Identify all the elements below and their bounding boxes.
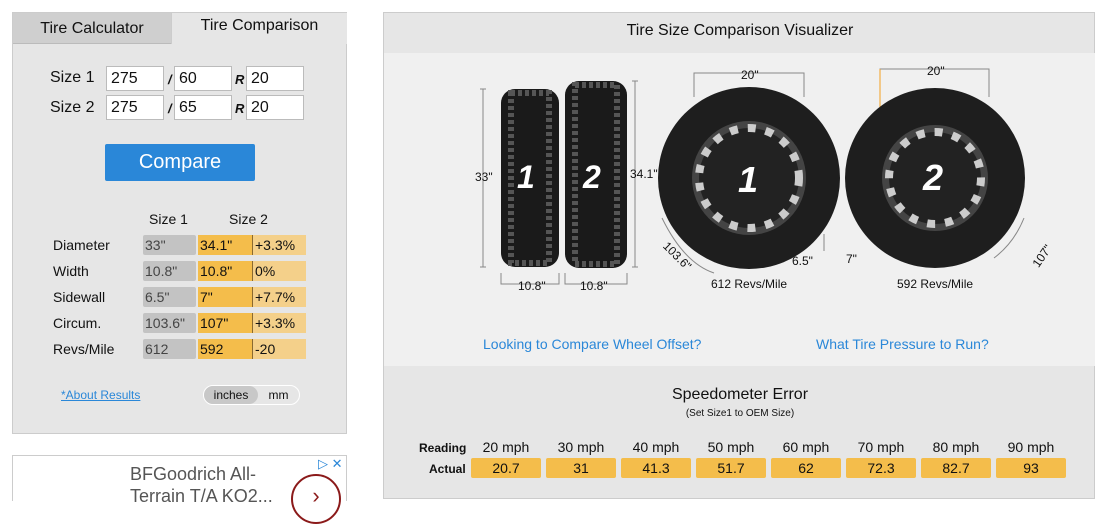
size2-aspect-input[interactable]: 65 <box>174 95 232 120</box>
rim2: 20" <box>927 64 945 78</box>
width2: 10.8" <box>580 279 608 293</box>
reading-value: 50 mph <box>707 439 755 455</box>
tab-tire-calculator[interactable]: Tire Calculator <box>13 13 171 44</box>
reading-value: 60 mph <box>782 439 830 455</box>
advertisement[interactable]: BFGoodrich All- Terrain T/A KO2... ▷ ✕ › <box>12 455 347 524</box>
col-size2: Size 2 <box>229 211 268 227</box>
tread-tire-2 <box>565 81 627 268</box>
size2-width-input[interactable]: 275 <box>106 95 164 120</box>
unit-inches[interactable]: inches <box>204 386 258 404</box>
visualizer-area: 1 2 1 2 33" 34.1" 10.8" 10.8" 20" 20" 6.… <box>384 53 1095 366</box>
ad-choices-icon[interactable]: ▷ ✕ <box>318 456 343 471</box>
about-results-link[interactable]: *About Results <box>61 388 141 402</box>
ad-text: Terrain T/A KO2... <box>130 486 273 506</box>
row-label: Circum. <box>53 315 102 331</box>
actual-value: 93 <box>996 458 1066 478</box>
wheel-2 <box>845 88 1025 268</box>
ad-text: BFGoodrich All- <box>130 464 257 484</box>
actual-value: 82.7 <box>921 458 991 478</box>
actual-value: 62 <box>771 458 841 478</box>
diff-value: +7.7% <box>252 287 306 307</box>
reading-value: 20 mph <box>482 439 530 455</box>
diff-value: +3.3% <box>252 313 306 333</box>
sidewall2: 7" <box>846 252 857 266</box>
chevron-right-icon[interactable]: › <box>291 474 341 524</box>
slash: / <box>168 101 172 116</box>
row-label: Revs/Mile <box>53 341 115 357</box>
size1-value: 6.5" <box>143 287 196 307</box>
size2-value: 7" <box>198 287 252 307</box>
size1-rim-input[interactable]: 20 <box>246 66 304 91</box>
size1-label: Size 1 <box>50 69 95 86</box>
tab-tire-comparison[interactable]: Tire Comparison <box>171 13 347 44</box>
height2: 34.1" <box>630 167 658 181</box>
tire1-number: 1 <box>517 159 535 195</box>
reading-value: 70 mph <box>857 439 905 455</box>
actual-value: 41.3 <box>621 458 691 478</box>
tread-tire-1 <box>501 89 559 267</box>
size1-aspect-input[interactable]: 60 <box>174 66 232 91</box>
diff-value: +3.3% <box>252 235 306 255</box>
size1-value: 33" <box>143 235 196 255</box>
reading-label: Reading <box>419 441 467 455</box>
size2-value: 592 <box>198 339 252 359</box>
wheel2-number: 2 <box>923 157 944 198</box>
wheel-offset-link[interactable]: Looking to Compare Wheel Offset? <box>483 336 702 352</box>
unit-mm[interactable]: mm <box>268 388 289 402</box>
row-label: Width <box>53 263 89 279</box>
slash: / <box>168 72 172 87</box>
size1-width-input[interactable]: 275 <box>106 66 164 91</box>
speedo-title: Speedometer Error <box>671 386 809 403</box>
size1-value: 10.8" <box>143 261 196 281</box>
reading-value: 80 mph <box>932 439 980 455</box>
reading-value: 40 mph <box>632 439 680 455</box>
unit-toggle[interactable]: inches mm <box>203 385 300 405</box>
actual-value: 20.7 <box>471 458 541 478</box>
rim1: 20" <box>741 68 759 82</box>
tire2-number: 2 <box>583 159 601 195</box>
reading-value: 30 mph <box>557 439 605 455</box>
row-label: Sidewall <box>53 289 106 305</box>
actual-value: 31 <box>546 458 616 478</box>
actual-value: 51.7 <box>696 458 766 478</box>
visualizer-panel: Tire Size Comparison Visualizer 1 2 1 2 … <box>383 12 1095 499</box>
row-label: Diameter <box>53 237 110 253</box>
height1: 33" <box>475 170 493 184</box>
size1-value: 103.6" <box>143 313 196 333</box>
sidewall1: 6.5" <box>792 254 813 268</box>
size2-value: 34.1" <box>198 235 252 255</box>
r-label: R <box>235 72 245 87</box>
speedo-subtitle: (Set Size1 to OEM Size) <box>685 408 795 419</box>
width1: 10.8" <box>518 279 546 293</box>
calculator-panel: Tire Calculator Tire Comparison Size 1 2… <box>12 12 347 434</box>
diff-value: 0% <box>252 261 306 281</box>
compare-button[interactable]: Compare <box>105 144 255 181</box>
size2-rim-input[interactable]: 20 <box>246 95 304 120</box>
wheel-1 <box>658 87 840 269</box>
size2-label: Size 2 <box>50 99 95 116</box>
revs2: 592 Revs/Mile <box>897 277 974 291</box>
revs1: 612 Revs/Mile <box>711 277 788 291</box>
visualizer-title: Tire Size Comparison Visualizer <box>626 22 854 39</box>
tire-illustration <box>480 68 1025 285</box>
size1-value: 612 <box>143 339 196 359</box>
actual-value: 72.3 <box>846 458 916 478</box>
size2-value: 107" <box>198 313 252 333</box>
size2-value: 10.8" <box>198 261 252 281</box>
actual-label: Actual <box>429 462 466 476</box>
tire-pressure-link[interactable]: What Tire Pressure to Run? <box>816 336 989 352</box>
r-label: R <box>235 101 245 116</box>
diff-value: -20 <box>252 339 306 359</box>
wheel1-number: 1 <box>738 159 759 200</box>
reading-value: 90 mph <box>1007 439 1055 455</box>
col-size1: Size 1 <box>149 211 188 227</box>
